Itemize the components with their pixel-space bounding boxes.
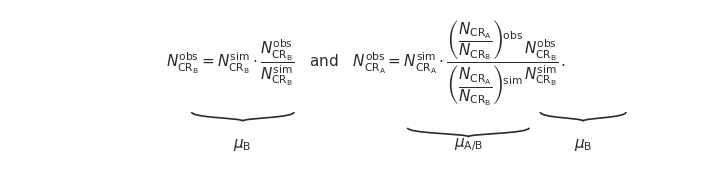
Text: $\mu_{\rm A/B}$: $\mu_{\rm A/B}$ [453,136,483,153]
Text: $N_{\rm CR_B}^{\rm obs} = N_{\rm CR_B}^{\rm sim} \cdot \dfrac{N_{\rm CR_B}^{\rm : $N_{\rm CR_B}^{\rm obs} = N_{\rm CR_B}^{… [166,17,566,108]
Text: $\mu_{\rm B}$: $\mu_{\rm B}$ [574,137,593,153]
Text: $\mu_{\rm B}$: $\mu_{\rm B}$ [233,137,252,153]
